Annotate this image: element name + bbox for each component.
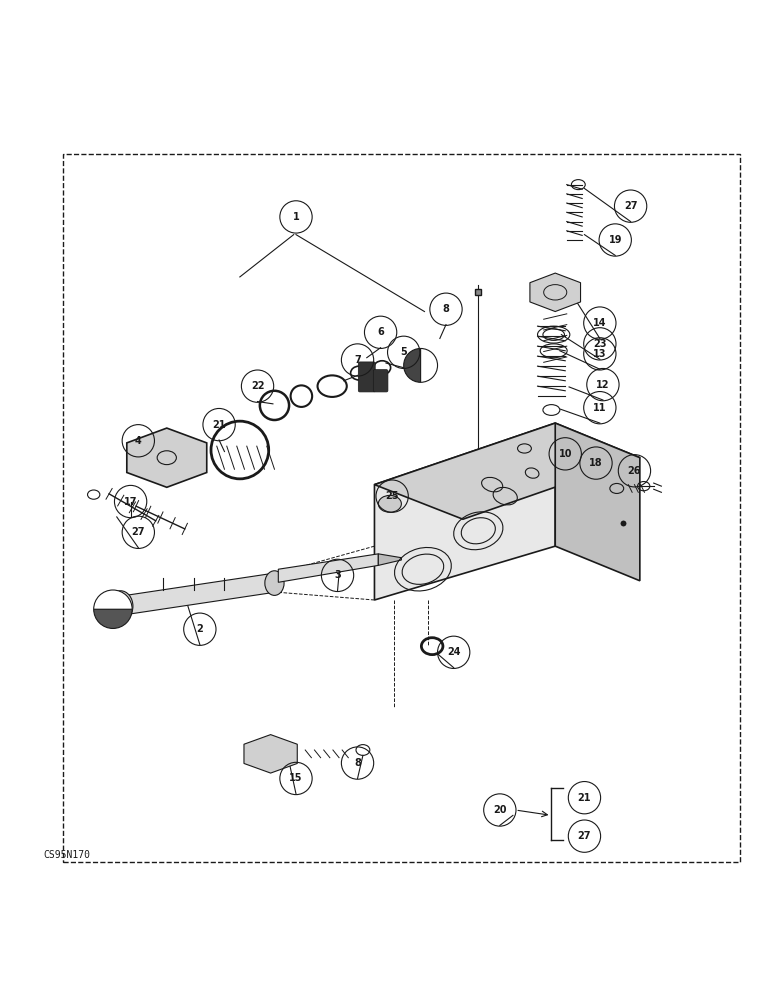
Text: 23: 23: [593, 339, 607, 349]
Text: 7: 7: [354, 355, 361, 365]
Polygon shape: [279, 554, 378, 582]
Polygon shape: [555, 423, 640, 581]
Text: 8: 8: [442, 304, 449, 314]
Text: 12: 12: [596, 380, 610, 390]
Text: 18: 18: [589, 458, 603, 468]
Polygon shape: [378, 554, 401, 565]
Text: 19: 19: [608, 235, 622, 245]
Wedge shape: [93, 590, 132, 609]
Text: 6: 6: [378, 327, 384, 337]
Text: 21: 21: [577, 793, 591, 803]
FancyBboxPatch shape: [358, 362, 375, 392]
Text: 14: 14: [593, 318, 607, 328]
Text: 27: 27: [131, 527, 145, 537]
Polygon shape: [374, 423, 555, 600]
Polygon shape: [530, 273, 581, 312]
Text: 24: 24: [447, 647, 460, 657]
Text: 15: 15: [290, 773, 303, 783]
Text: 20: 20: [493, 805, 506, 815]
Polygon shape: [127, 428, 207, 487]
Text: 2: 2: [196, 624, 203, 634]
Text: 22: 22: [251, 381, 264, 391]
Ellipse shape: [378, 495, 401, 512]
Text: 3: 3: [334, 570, 341, 580]
Text: 27: 27: [624, 201, 638, 211]
Wedge shape: [404, 348, 421, 382]
Text: 1: 1: [293, 212, 300, 222]
Ellipse shape: [265, 571, 284, 595]
Text: 21: 21: [212, 420, 226, 430]
Text: CS95N170: CS95N170: [44, 850, 90, 860]
Text: 10: 10: [558, 449, 572, 459]
Text: 27: 27: [577, 831, 591, 841]
Text: 17: 17: [124, 497, 137, 507]
Text: 8: 8: [354, 758, 361, 768]
Polygon shape: [244, 735, 297, 773]
Wedge shape: [421, 348, 438, 382]
Text: 5: 5: [401, 347, 407, 357]
Ellipse shape: [108, 591, 133, 622]
Text: 26: 26: [628, 466, 642, 476]
Text: 11: 11: [593, 403, 607, 413]
Polygon shape: [120, 573, 275, 615]
FancyBboxPatch shape: [374, 370, 388, 392]
Text: 25: 25: [385, 491, 399, 501]
Wedge shape: [93, 609, 132, 628]
Text: 4: 4: [135, 436, 142, 446]
Polygon shape: [374, 423, 640, 519]
Text: 13: 13: [593, 349, 607, 359]
